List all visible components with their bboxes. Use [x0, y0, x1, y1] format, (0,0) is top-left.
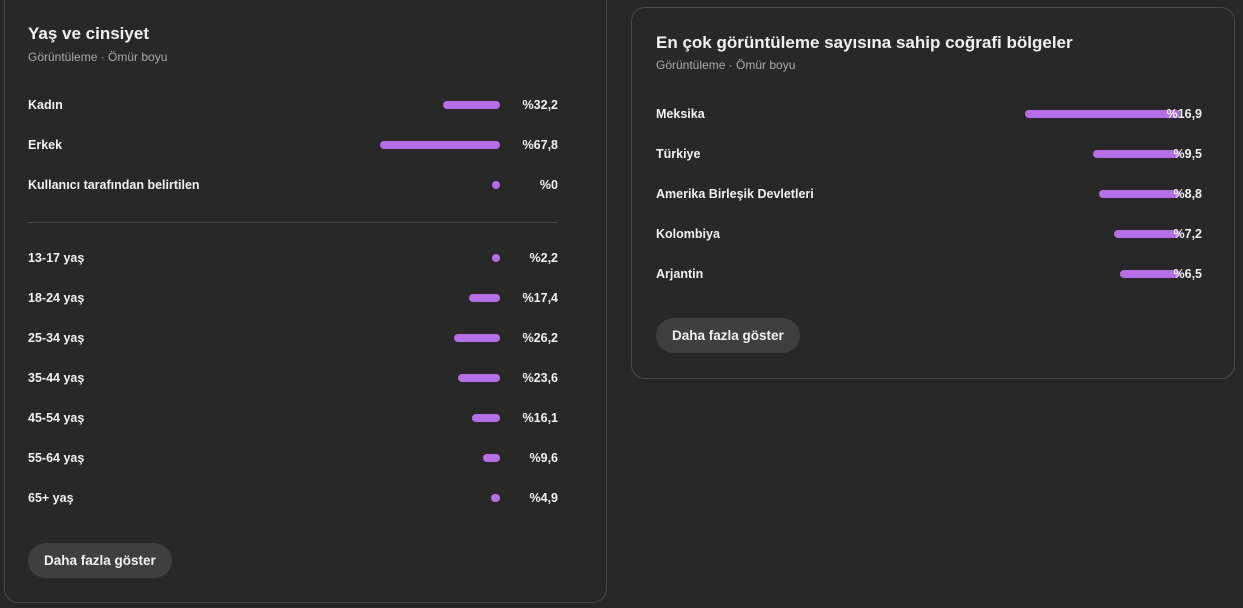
age-row-bar [458, 374, 500, 382]
age-row-value: %17,4 [522, 291, 558, 305]
gender-row-label: Kadın [28, 98, 63, 112]
region-row-label: Arjantin [656, 267, 704, 281]
age-row: 65+ yaş %4,9 [28, 488, 558, 508]
gender-row-label: Kullanıcı tarafından belirtilen [28, 178, 200, 192]
age-row: 25-34 yaş %26,2 [28, 328, 558, 348]
gender-row-bar [443, 101, 500, 109]
age-row-value: %9,6 [529, 451, 559, 465]
region-row: Meksika %16,9 [656, 104, 1202, 124]
gender-row: Kullanıcı tarafından belirtilen %0 [28, 175, 558, 195]
region-row-value: %6,5 [1173, 267, 1203, 281]
region-row-value: %8,8 [1173, 187, 1203, 201]
age-row-value: %26,2 [522, 331, 558, 345]
geography-card: En çok görüntüleme sayısına sahip coğraf… [631, 7, 1235, 379]
gender-row: Erkek %67,8 [28, 135, 558, 155]
age-row: 45-54 yaş %16,1 [28, 408, 558, 428]
age-row-label: 25-34 yaş [28, 331, 85, 345]
age-row: 35-44 yaş %23,6 [28, 368, 558, 388]
gender-row-value: %32,2 [522, 98, 558, 112]
gender-row-bar [379, 141, 500, 149]
age-row-label: 55-64 yaş [28, 451, 85, 465]
region-row: Arjantin %6,5 [656, 264, 1202, 284]
geography-title: En çok görüntüleme sayısına sahip coğraf… [656, 33, 1073, 52]
geography-subtitle: Görüntüleme · Ömür boyu [656, 58, 796, 72]
age-row-label: 13-17 yaş [28, 251, 85, 265]
gender-row-bar [492, 181, 500, 189]
section-divider [28, 222, 558, 223]
region-row-bar [1099, 190, 1180, 198]
age-row-label: 35-44 yaş [28, 371, 85, 385]
age-row-label: 45-54 yaş [28, 411, 85, 425]
region-row: Türkiye %9,5 [656, 144, 1202, 164]
region-row-bar [1024, 110, 1180, 118]
age-row-label: 18-24 yaş [28, 291, 85, 305]
region-row-label: Türkiye [656, 147, 701, 161]
region-row-label: Meksika [656, 107, 705, 121]
age-row-value: %16,1 [522, 411, 558, 425]
region-row-value: %16,9 [1166, 107, 1202, 121]
region-row: Kolombiya %7,2 [656, 224, 1202, 244]
region-row-bar [1120, 270, 1180, 278]
region-row-label: Kolombiya [656, 227, 720, 241]
age-row: 18-24 yaş %17,4 [28, 288, 558, 308]
age-row-bar [492, 254, 500, 262]
region-row-bar [1113, 230, 1180, 238]
age-row-bar [469, 294, 500, 302]
gender-row-value: %67,8 [522, 138, 558, 152]
region-row-bar [1092, 150, 1180, 158]
age-row: 13-17 yaş %2,2 [28, 248, 558, 268]
age-row-bar [471, 414, 500, 422]
age-gender-card: Yaş ve cinsiyet Görüntüleme · Ömür boyu … [4, 0, 607, 603]
age-row-bar [483, 454, 500, 462]
region-row: Amerika Birleşik Devletleri %8,8 [656, 184, 1202, 204]
age-gender-show-more-button[interactable]: Daha fazla göster [28, 543, 172, 578]
gender-row-value: %0 [539, 178, 558, 192]
age-row-bar [453, 334, 500, 342]
geography-show-more-button[interactable]: Daha fazla göster [656, 318, 800, 353]
age-row-label: 65+ yaş [28, 491, 74, 505]
age-gender-subtitle: Görüntüleme · Ömür boyu [28, 50, 168, 64]
gender-row-label: Erkek [28, 138, 63, 152]
region-row-value: %9,5 [1173, 147, 1203, 161]
age-row-bar [491, 494, 500, 502]
region-row-label: Amerika Birleşik Devletleri [656, 187, 814, 201]
gender-row: Kadın %32,2 [28, 95, 558, 115]
region-row-value: %7,2 [1173, 227, 1203, 241]
age-gender-title: Yaş ve cinsiyet [28, 24, 149, 43]
age-row-value: %23,6 [522, 371, 558, 385]
age-row-value: %2,2 [529, 251, 559, 265]
age-row-value: %4,9 [529, 491, 559, 505]
age-row: 55-64 yaş %9,6 [28, 448, 558, 468]
